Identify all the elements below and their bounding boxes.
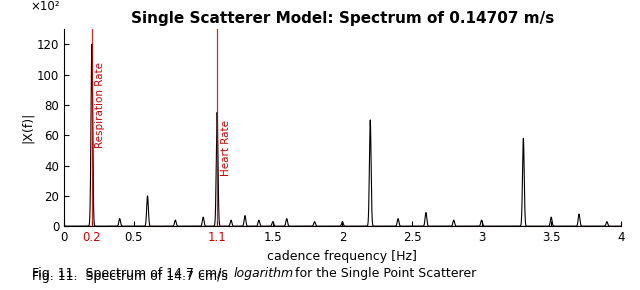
Text: Fig. 11.  Spectrum of 14.7 cm/s: Fig. 11. Spectrum of 14.7 cm/s — [32, 270, 232, 283]
Text: Fig. 11.  Spectrum of 14.7 cm/s: Fig. 11. Spectrum of 14.7 cm/s — [0, 289, 1, 290]
Text: for the Single Point Scatterer: for the Single Point Scatterer — [291, 267, 476, 280]
X-axis label: cadence frequency [Hz]: cadence frequency [Hz] — [268, 250, 417, 263]
Text: logarithm: logarithm — [234, 267, 294, 280]
Text: Fig. 11.  Spectrum of 14.7 cm/s: Fig. 11. Spectrum of 14.7 cm/s — [32, 267, 232, 280]
Text: ×10²: ×10² — [31, 0, 60, 13]
Y-axis label: |X(f)|: |X(f)| — [21, 112, 34, 143]
Text: Heart Rate: Heart Rate — [221, 120, 230, 176]
Text: Respiration Rate: Respiration Rate — [95, 62, 106, 148]
Title: Single Scatterer Model: Spectrum of 0.14707 m/s: Single Scatterer Model: Spectrum of 0.14… — [131, 11, 554, 26]
